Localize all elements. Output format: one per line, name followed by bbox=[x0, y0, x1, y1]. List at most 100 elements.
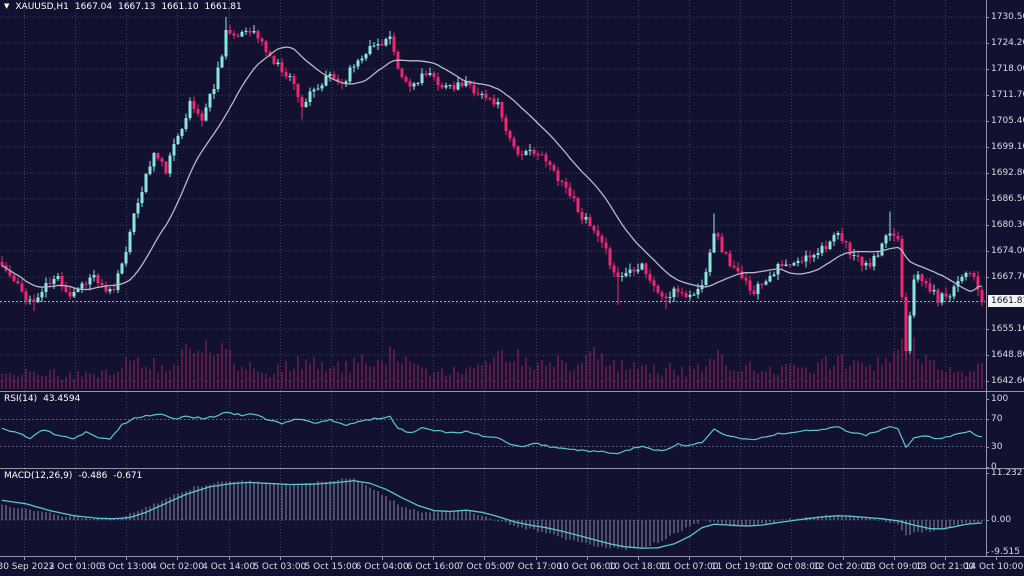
rsi-chart-canvas[interactable] bbox=[0, 392, 1024, 468]
price-chart-canvas[interactable] bbox=[0, 0, 1024, 392]
price-tick-label: 1692.80 bbox=[991, 168, 1024, 178]
axis-tick-mark bbox=[986, 199, 989, 200]
macd-chart-canvas[interactable] bbox=[0, 469, 1024, 556]
price-panel[interactable] bbox=[0, 0, 1024, 392]
axis-tick-mark bbox=[986, 473, 989, 474]
time-tick-mark bbox=[689, 557, 690, 560]
time-tick-label: 7 Oct 17:00 bbox=[509, 562, 563, 572]
price-tick-label: 1642.60 bbox=[991, 376, 1024, 386]
time-axis-separator bbox=[0, 556, 1024, 557]
axis-tick-mark bbox=[986, 121, 989, 122]
time-tick-label: 5 Oct 03:00 bbox=[253, 562, 307, 572]
price-tick-label: 1655.10 bbox=[991, 324, 1024, 334]
time-tick-mark bbox=[638, 557, 639, 560]
time-tick-mark bbox=[536, 557, 537, 560]
time-tick-label: 4 Oct 02:00 bbox=[150, 562, 204, 572]
time-tick-mark bbox=[894, 557, 895, 560]
time-tick-mark bbox=[791, 557, 792, 560]
macd-label: MACD(12,26,9) -0.486 -0.671 bbox=[4, 471, 148, 481]
low-value: 1661.10 bbox=[161, 2, 199, 12]
time-tick-label: 12 Oct 08:00 bbox=[762, 562, 821, 572]
axis-tick-mark bbox=[986, 277, 989, 278]
axis-tick-mark bbox=[986, 147, 989, 148]
time-tick-label: 14 Oct 10:00 bbox=[964, 562, 1024, 572]
close-value: 1661.81 bbox=[204, 2, 242, 12]
macd-scale-label: -9.515 bbox=[991, 547, 1021, 557]
price-tick-label: 1705.40 bbox=[991, 116, 1024, 126]
time-tick-mark bbox=[843, 557, 844, 560]
axis-tick-mark bbox=[986, 467, 989, 468]
time-tick-label: 3 Oct 13:00 bbox=[99, 562, 153, 572]
time-axis[interactable]: 30 Sep 2022 3 Oct 01:00 3 Oct 13:00 4 Oct 0… bbox=[0, 557, 1024, 576]
time-tick-label: 3 Oct 01:00 bbox=[48, 562, 102, 572]
macd-scale-label: 11.232 bbox=[991, 468, 1023, 478]
time-tick-mark bbox=[229, 557, 230, 560]
axis-tick-mark bbox=[986, 225, 989, 226]
panel-separator-rsi[interactable] bbox=[0, 391, 1024, 392]
time-tick-label: 30 Sep 2022 bbox=[0, 562, 55, 572]
axis-tick-mark bbox=[986, 381, 989, 382]
time-tick-mark bbox=[331, 557, 332, 560]
time-tick-label: 11 Oct 07:00 bbox=[659, 562, 719, 572]
axis-tick-mark bbox=[986, 251, 989, 252]
rsi-name: RSI(14) bbox=[4, 394, 38, 404]
time-tick-label: 10 Oct 18:00 bbox=[608, 562, 668, 572]
macd-panel[interactable] bbox=[0, 469, 1024, 556]
time-tick-label: 7 Oct 05:00 bbox=[457, 562, 511, 572]
axis-tick-mark bbox=[986, 520, 989, 521]
macd-signal-value: -0.671 bbox=[113, 471, 143, 481]
current-price-label: 1661.81 bbox=[988, 295, 1024, 308]
time-tick-label: 13 Oct 09:00 bbox=[864, 562, 924, 572]
time-tick-label: 13 Oct 21:00 bbox=[915, 562, 975, 572]
time-tick-label: 4 Oct 14:00 bbox=[202, 562, 256, 572]
time-tick-mark bbox=[433, 557, 434, 560]
panel-separator-macd[interactable] bbox=[0, 468, 1024, 469]
macd-scale-label: 0.00 bbox=[991, 515, 1012, 525]
price-tick-label: 1699.10 bbox=[991, 142, 1024, 152]
time-tick-mark bbox=[587, 557, 588, 560]
price-tick-label: 1648.80 bbox=[991, 350, 1024, 360]
time-tick-label: 5 Oct 15:00 bbox=[304, 562, 358, 572]
rsi-label: RSI(14) 43.4594 bbox=[4, 394, 86, 404]
time-tick-label: 10 Oct 06:00 bbox=[557, 562, 617, 572]
time-tick-label: 6 Oct 04:00 bbox=[355, 562, 409, 572]
rsi-scale-label: 100 bbox=[991, 394, 1009, 404]
axis-tick-mark bbox=[986, 17, 989, 18]
price-tick-label: 1730.50 bbox=[991, 12, 1024, 22]
open-value: 1667.04 bbox=[74, 2, 113, 12]
axis-tick-mark bbox=[986, 446, 989, 448]
rsi-value: 43.4594 bbox=[43, 394, 81, 404]
price-tick-label: 1724.20 bbox=[991, 38, 1024, 48]
rsi-scale-label: 0 bbox=[991, 462, 997, 472]
rsi-panel[interactable] bbox=[0, 392, 1024, 468]
time-tick-label: 12 Oct 20:00 bbox=[813, 562, 872, 572]
time-tick-mark bbox=[177, 557, 178, 560]
price-axis[interactable]: 1730.50 1724.20 1718.00 1711.70 1705.40 1699.… bbox=[986, 0, 1024, 557]
time-tick-mark bbox=[484, 557, 485, 560]
axis-tick-mark bbox=[986, 95, 989, 96]
axis-tick-mark bbox=[986, 43, 989, 44]
axis-tick-mark bbox=[986, 355, 989, 356]
axis-tick-mark bbox=[986, 419, 989, 421]
axis-tick-mark bbox=[986, 329, 989, 330]
axis-tick-mark bbox=[986, 552, 989, 553]
price-tick-label: 1667.70 bbox=[991, 272, 1024, 282]
macd-name: MACD(12,26,9) bbox=[4, 471, 73, 481]
high-value: 1667.13 bbox=[118, 2, 156, 12]
time-tick-mark bbox=[126, 557, 127, 560]
rsi-scale-label: 70 bbox=[991, 414, 1003, 425]
time-tick-mark bbox=[382, 557, 383, 560]
time-tick-mark bbox=[945, 557, 946, 560]
axis-tick-mark bbox=[986, 173, 989, 174]
time-tick-mark bbox=[996, 557, 997, 560]
symbol-dropdown-icon[interactable]: ▼ bbox=[4, 2, 10, 10]
time-tick-label: 6 Oct 16:00 bbox=[406, 562, 460, 572]
time-tick-mark bbox=[24, 557, 25, 560]
time-tick-mark bbox=[75, 557, 76, 560]
axis-tick-mark bbox=[986, 69, 989, 70]
price-tick-label: 1680.30 bbox=[991, 220, 1024, 230]
price-tick-label: 1718.00 bbox=[991, 64, 1024, 74]
price-tick-label: 1686.50 bbox=[991, 194, 1024, 204]
price-tick-label: 1711.70 bbox=[991, 90, 1024, 100]
